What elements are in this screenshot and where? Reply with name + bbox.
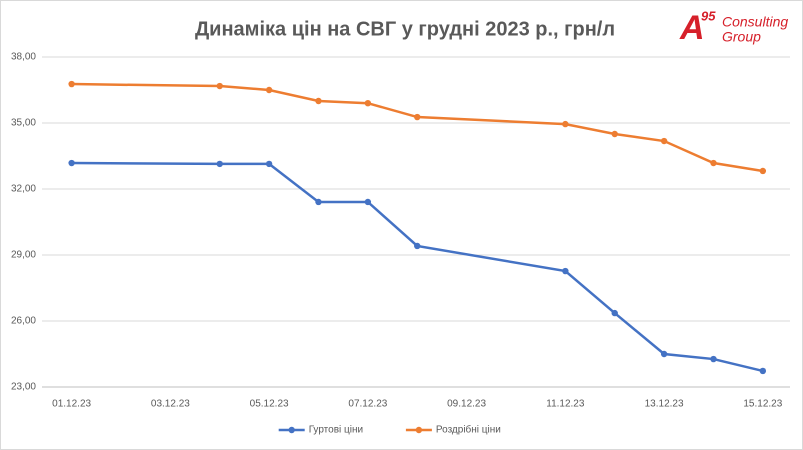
data-point bbox=[216, 160, 223, 168]
data-point bbox=[710, 355, 717, 363]
x-tick-label: 15.12.23 bbox=[743, 399, 782, 410]
data-point bbox=[414, 242, 421, 250]
y-tick-label: 26,00 bbox=[11, 316, 36, 327]
data-point bbox=[68, 159, 75, 167]
x-tick-label: 05.12.23 bbox=[250, 399, 289, 410]
data-point bbox=[710, 159, 717, 167]
x-tick-label: 09.12.23 bbox=[447, 399, 486, 410]
data-point bbox=[68, 80, 75, 88]
logo-superscript: 95 bbox=[701, 8, 716, 23]
data-point bbox=[364, 198, 372, 206]
data-point bbox=[315, 97, 322, 105]
data-point bbox=[660, 137, 668, 145]
data-point bbox=[414, 113, 421, 121]
y-tick-label: 32,00 bbox=[11, 184, 36, 195]
x-tick-label: 13.12.23 bbox=[645, 399, 684, 410]
data-point bbox=[562, 267, 569, 275]
y-tick-label: 38,00 bbox=[11, 52, 36, 63]
data-point bbox=[315, 198, 322, 206]
logo-mark: A bbox=[679, 9, 705, 47]
y-tick-label: 35,00 bbox=[11, 118, 36, 129]
legend-marker bbox=[415, 426, 423, 434]
data-point bbox=[265, 86, 273, 94]
logo-text: Consulting bbox=[722, 14, 788, 30]
data-point bbox=[216, 82, 223, 90]
x-tick-label: 03.12.23 bbox=[151, 399, 190, 410]
data-point bbox=[611, 309, 618, 317]
chart-title: Динаміка цін на СВГ у грудні 2023 р., гр… bbox=[195, 18, 615, 40]
x-tick-label: 01.12.23 bbox=[52, 399, 91, 410]
legend-marker bbox=[288, 426, 295, 434]
data-point bbox=[562, 120, 569, 128]
x-tick-label: 11.12.23 bbox=[546, 399, 585, 410]
y-tick-label: 29,00 bbox=[11, 250, 36, 261]
data-point bbox=[660, 350, 668, 358]
data-point bbox=[265, 160, 273, 168]
data-point bbox=[611, 130, 618, 138]
logo-text: Group bbox=[722, 29, 761, 45]
logo: A 95 Consulting Group bbox=[679, 8, 788, 47]
legend-label: Роздрібні ціни bbox=[436, 424, 501, 436]
data-point bbox=[759, 367, 767, 375]
data-point bbox=[759, 167, 767, 175]
legend-label: Гуртові ціни bbox=[309, 425, 363, 436]
data-point bbox=[364, 100, 372, 107]
y-tick-label: 23,00 bbox=[11, 382, 36, 393]
x-tick-label: 07.12.23 bbox=[348, 399, 387, 410]
